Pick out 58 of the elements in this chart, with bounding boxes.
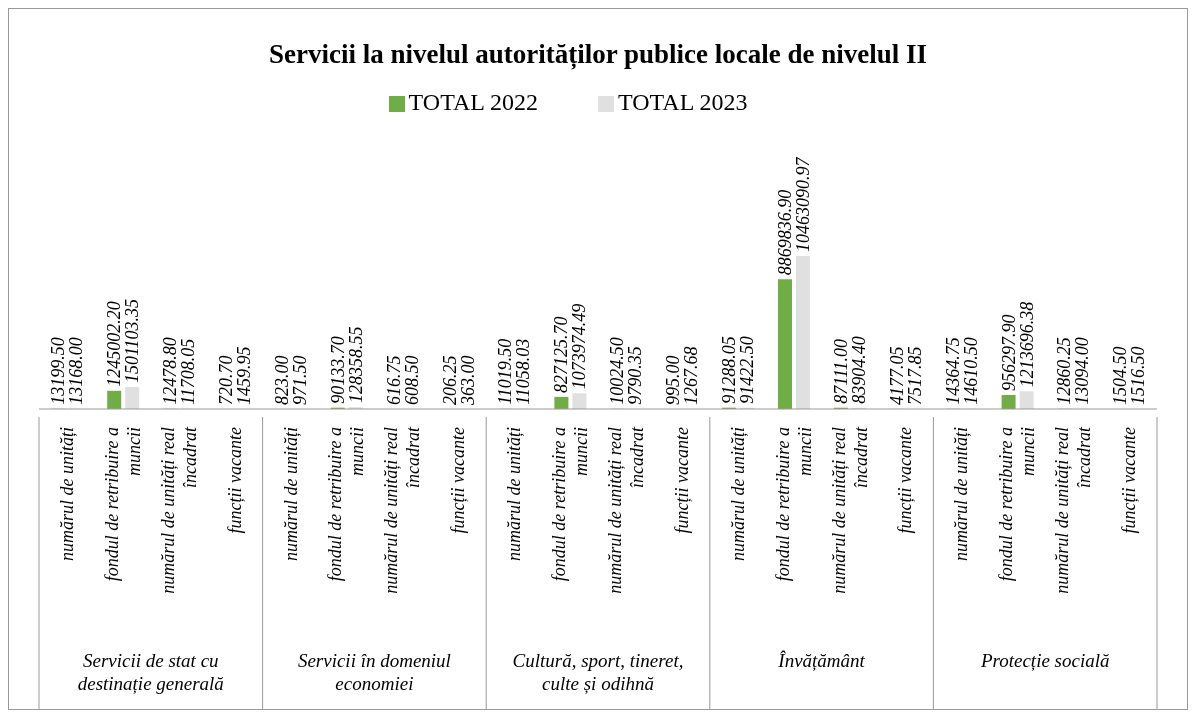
data-label: 14610.50: [960, 337, 981, 405]
data-label: 956297.90: [998, 314, 1019, 392]
x-tick-label: funcții vacante: [895, 427, 916, 534]
data-label: 1501103.35: [122, 298, 143, 384]
data-label: 363.00: [457, 355, 478, 406]
data-label: 4177.05: [886, 346, 907, 405]
data-label: 720.70: [216, 355, 236, 405]
data-label: 11058.03: [513, 338, 534, 405]
data-label: 87111.00: [830, 338, 851, 404]
data-label: 616.75: [383, 355, 404, 405]
data-label: 1245002.20: [104, 301, 125, 387]
x-tick-label: numărul de unități: [280, 427, 301, 561]
data-label: 91422.50: [737, 336, 758, 404]
data-label: 12860.25: [1054, 337, 1075, 405]
text: Protecție socială: [979, 650, 1110, 671]
data-label: 13168.00: [66, 337, 87, 405]
data-label: 1516.50: [1128, 346, 1149, 405]
x-tick-label: numărul de unități: [56, 427, 77, 561]
data-label: 7517.85: [904, 346, 925, 405]
data-label: 13199.50: [48, 337, 69, 405]
data-label: 83904.40: [848, 336, 869, 404]
data-label: 11708.05: [178, 338, 199, 405]
data-label: 128358.55: [345, 326, 366, 404]
data-label: 13094.00: [1072, 337, 1093, 405]
data-label: 12478.80: [160, 337, 181, 405]
data-label: 1213696.38: [1016, 301, 1037, 388]
data-label: 971.50: [289, 355, 310, 405]
x-tick-label: funcții vacante: [448, 427, 469, 534]
data-label: 1073974.49: [569, 303, 590, 390]
data-label: 1504.50: [1110, 346, 1131, 405]
x-tick-label: funcții vacante: [671, 427, 692, 534]
data-label: 1267.68: [681, 346, 702, 405]
data-label: 995.00: [663, 355, 684, 405]
x-tick-label: numărul de unități: [951, 427, 972, 561]
text: Servicii în domeniul economiei: [297, 650, 451, 694]
data-label: 206.25: [439, 355, 460, 405]
data-label: 9790.35: [625, 346, 646, 405]
legend-label: TOTAL 2022: [408, 89, 538, 115]
legend-label: TOTAL 2023: [618, 89, 748, 115]
x-tick-label: funcții vacante: [224, 427, 245, 534]
data-label: 823.00: [271, 355, 292, 405]
data-label: 11019.50: [495, 338, 516, 405]
text: Învățământ: [777, 650, 866, 671]
x-tick-label: numărul de unități: [727, 427, 748, 561]
data-label: 14364.75: [942, 337, 963, 405]
data-label: 608.50: [401, 355, 422, 405]
data-label: 10463090.97: [793, 156, 813, 252]
text: Cultură, sport, tineret, culte și odihnă: [512, 650, 684, 694]
chart-title: Servicii la nivelul autorităților publice locale de nivelul II: [268, 39, 928, 72]
data-label: 827125.70: [551, 316, 572, 393]
data-label: 8869836.90: [775, 189, 795, 276]
data-label: 90133.70: [327, 336, 348, 404]
text: Servicii de stat cu destinație generală: [77, 650, 224, 694]
x-tick-label: numărul de unități: [504, 427, 525, 561]
data-label: 10024.50: [607, 337, 628, 405]
data-label: 1459.95: [234, 346, 254, 405]
data-label: 91288.05: [719, 336, 740, 404]
x-tick-label: funcții vacante: [1119, 427, 1140, 534]
